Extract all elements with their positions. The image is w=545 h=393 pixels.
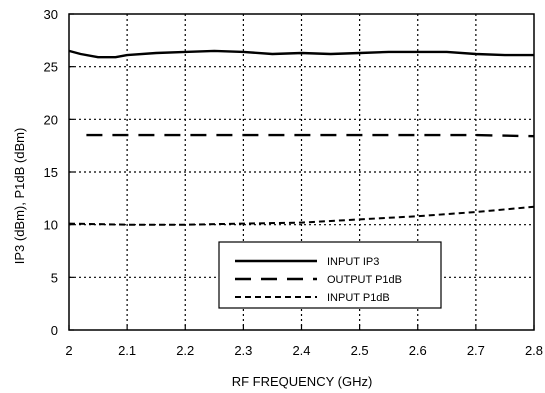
x-tick-label-6: 2.6 [409, 343, 427, 358]
y-tick-label-6: 30 [44, 7, 58, 22]
x-tick-label-2: 2.2 [176, 343, 194, 358]
y-tick-label-4: 20 [44, 112, 58, 127]
legend-label-1: OUTPUT P1dB [327, 274, 402, 286]
x-tick-label-4: 2.4 [292, 343, 310, 358]
tick-labels: 2 2.1 2.2 2.3 2.4 2.5 2.6 2.7 2.8 0 5 10 15 20 25 30 [44, 7, 544, 358]
y-axis-title: IP3 (dBm), P1dB (dBm) [12, 128, 27, 265]
y-tick-label-0: 0 [51, 323, 58, 338]
y-tick-label-3: 15 [44, 165, 58, 180]
legend-label-2: INPUT P1dB [327, 292, 390, 304]
series-line-output-p1db [86, 133, 535, 138]
y-tick-label-2: 10 [44, 218, 58, 233]
x-tick-label-1: 2.1 [118, 343, 136, 358]
series-group [68, 49, 535, 226]
x-axis-title: RF FREQUENCY (GHz) [232, 374, 373, 389]
x-tick-label-7: 2.7 [467, 343, 485, 358]
y-tick-label-5: 25 [44, 60, 58, 75]
y-tick-label-1: 5 [51, 270, 58, 285]
x-tick-label-5: 2.5 [351, 343, 369, 358]
legend-label-0: INPUT IP3 [327, 256, 379, 268]
x-tick-label-3: 2.3 [234, 343, 252, 358]
x-tick-label-8: 2.8 [525, 343, 543, 358]
axes [68, 13, 535, 331]
legend: INPUT IP3 OUTPUT P1dB INPUT P1dB [218, 241, 442, 309]
series-line-input-ip3 [68, 49, 534, 59]
series-line-input-p1db [68, 205, 535, 226]
x-tick-label-0: 2 [65, 343, 72, 358]
